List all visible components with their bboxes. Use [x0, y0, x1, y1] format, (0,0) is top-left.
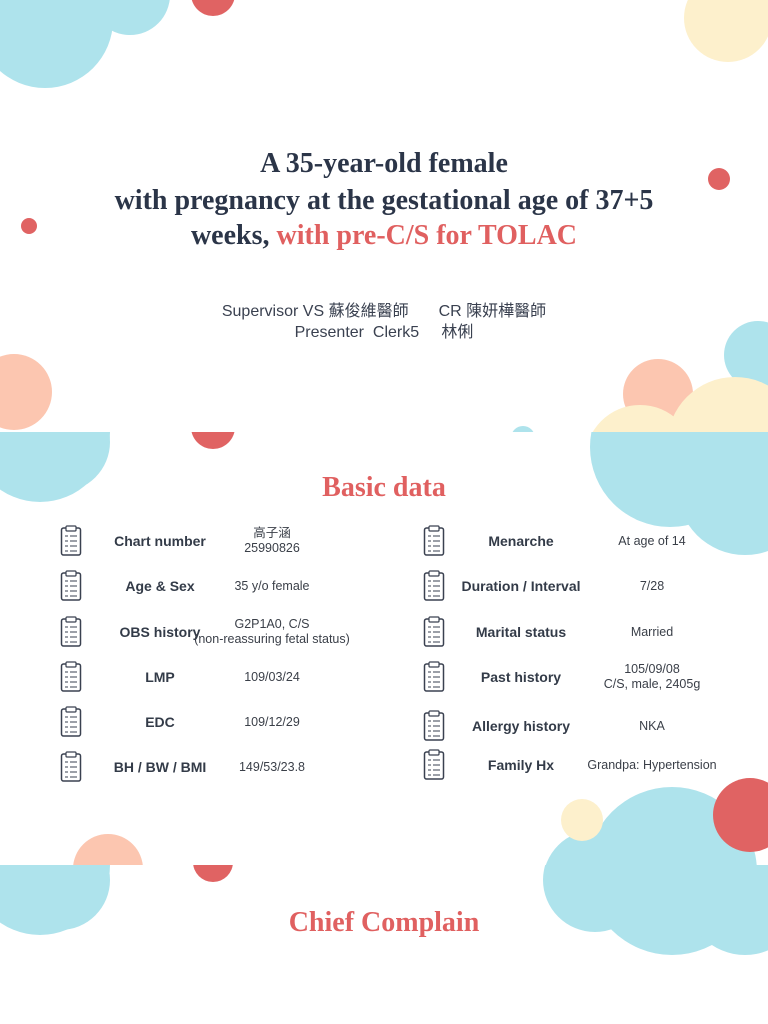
icon-graphic [60, 616, 82, 647]
clipboard-icon [60, 525, 82, 562]
field-value: 35 y/o female [172, 579, 372, 594]
icon-graphic [60, 525, 82, 556]
field-label: Chart number [114, 533, 206, 549]
title-text: weeks, [190, 220, 270, 251]
field-label: EDC [145, 714, 175, 730]
value-line: 35 y/o female [234, 578, 310, 593]
field-value: 109/03/24 [172, 670, 372, 685]
clipboard-icon [423, 616, 445, 653]
title-line: A 35-year-old female [260, 148, 508, 179]
icon-graphic [60, 706, 82, 737]
field-label: Age & Sex [125, 578, 195, 594]
value-line: 109/03/24 [244, 669, 300, 684]
value-line: C/S, male, 2405g [603, 677, 701, 691]
field-value: G2P1A0, C/S (non-reassuring fetal status) [172, 617, 372, 647]
field-label: Duration / Interval [461, 578, 581, 594]
clipboard-icon [423, 525, 445, 562]
supervisor: Supervisor VS 蘇俊維醫師 [221, 303, 409, 320]
value-line: 109/12/29 [244, 714, 300, 729]
field-value: 105/09/08 C/S, male, 2405g [552, 662, 752, 692]
clipboard-icon [60, 570, 82, 607]
clipboard-icon [423, 570, 445, 607]
field-label: Past history [480, 669, 562, 685]
value-line: 149/53/23.8 [238, 759, 306, 774]
decor [0, 0, 768, 432]
value-line: G2P1A0, C/S [234, 617, 310, 631]
clipboard-icon [60, 616, 82, 653]
clipboard-icon [60, 661, 82, 698]
field-value: Grandpa: Hypertension [552, 758, 752, 773]
icon-graphic [60, 751, 82, 782]
icon-graphic [60, 570, 82, 601]
icon-graphic [423, 661, 445, 692]
field-value: 109/12/29 [172, 715, 372, 730]
basic-data-slide: Basic data Chart number 高子涵 25990826 Age & … [0, 432, 768, 865]
icon-graphic [423, 616, 445, 647]
clipboard-icon [423, 710, 445, 747]
clipboard-icon [60, 751, 82, 788]
section-title: Chief Complain [288, 907, 480, 938]
value-line: 高子涵 [253, 526, 291, 540]
icon-graphic [423, 749, 445, 780]
value-line: 105/09/08 [624, 662, 680, 676]
clipboard-icon [423, 661, 445, 698]
title-line: with pregnancy at the gestational age of… [114, 185, 654, 216]
field-value: 149/53/23.8 [172, 760, 372, 775]
field-value: 7/28 [552, 579, 752, 594]
section-title: Basic data [322, 472, 446, 503]
decor [0, 432, 768, 865]
title-highlight: with pre-C/S for TOLAC [276, 220, 578, 251]
field-label: Menarche [488, 533, 554, 549]
cr: CR 陳妍樺醫師 [438, 303, 547, 320]
value-line: Married [630, 624, 674, 639]
cover-slide: A 35-year-old female with pregnancy at t… [0, 0, 768, 432]
value-line: (non-reassuring fetal status) [194, 632, 350, 646]
value-line: At age of 14 [618, 533, 686, 548]
icon-graphic [423, 710, 445, 741]
clipboard-icon [423, 749, 445, 786]
value-line: NKA [639, 718, 665, 733]
field-label: LMP [145, 669, 175, 685]
field-value: NKA [552, 719, 752, 734]
value-line: Grandpa: Hypertension [587, 757, 717, 772]
field-label: BH / BW / BMI [113, 759, 207, 775]
field-label: Marital status [475, 624, 567, 640]
field-label: Family Hx [487, 757, 555, 773]
clipboard-icon [60, 706, 82, 743]
field-label: Allergy history [471, 718, 571, 734]
field-value: 高子涵 25990826 [172, 526, 372, 556]
icon-graphic [423, 525, 445, 556]
field-value: Married [552, 625, 752, 640]
value-line: 25990826 [244, 541, 300, 555]
decor [0, 865, 768, 955]
credits: Supervisor VS 蘇俊維醫師 CR 陳妍樺醫師 [0, 297, 768, 321]
icon-graphic [60, 661, 82, 692]
icon-graphic [423, 570, 445, 601]
value-line: 7/28 [639, 578, 665, 593]
title-line: weeks, with pre-C/S for TOLAC [0, 220, 768, 252]
field-value: At age of 14 [552, 534, 752, 549]
presenter: Presenter Clerk5 林俐 [294, 324, 474, 341]
chief-complain-slide: Chief Complain [0, 865, 768, 1024]
field-label: OBS history [119, 624, 201, 640]
